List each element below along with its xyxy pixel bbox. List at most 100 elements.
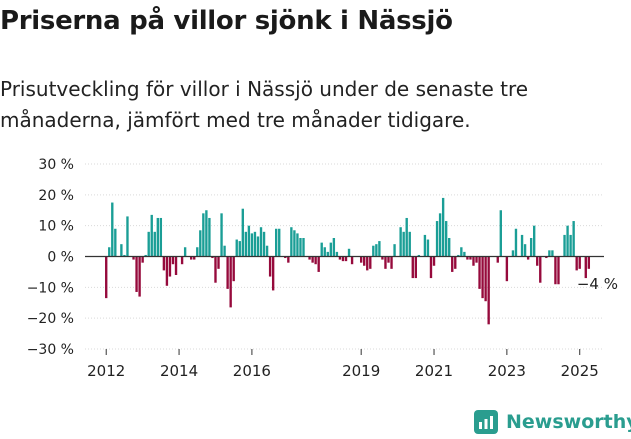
bar: [448, 238, 451, 257]
bar: [575, 256, 578, 271]
bar: [369, 256, 372, 269]
y-tick-label: 20 %: [38, 188, 74, 204]
bar: [165, 256, 169, 286]
bar: [454, 256, 457, 269]
bar: [211, 256, 214, 259]
bar: [159, 217, 163, 257]
bar: [569, 234, 572, 257]
bar: [563, 234, 566, 257]
bar: [384, 256, 387, 269]
bar: [341, 256, 345, 262]
bar: [444, 221, 448, 257]
bar: [363, 256, 366, 266]
last-value-label: −4 %: [577, 275, 618, 293]
bar: [247, 225, 251, 257]
bar: [190, 256, 193, 260]
bar: [344, 256, 348, 262]
bar: [402, 231, 405, 257]
bar: [138, 256, 141, 297]
bar: [183, 247, 187, 257]
bar: [511, 250, 515, 257]
bar: [147, 231, 150, 257]
bar: [478, 256, 481, 289]
bar: [578, 256, 581, 269]
bar: [533, 225, 536, 257]
bar: [120, 244, 123, 257]
bar: [347, 248, 351, 257]
y-tick-label: −10 %: [27, 280, 74, 296]
bar: [469, 256, 472, 260]
bar: [551, 250, 554, 257]
bar: [132, 256, 135, 260]
bar: [262, 231, 266, 257]
bar: [523, 244, 527, 257]
bar: [359, 256, 363, 263]
bar: [311, 256, 314, 263]
bar: [387, 256, 390, 263]
bar: [332, 238, 336, 257]
bar: [529, 238, 533, 257]
bar: [314, 256, 317, 265]
bar: [226, 256, 229, 289]
bar: [275, 228, 278, 257]
bar: [584, 256, 587, 279]
bar: [238, 241, 241, 257]
bar: [460, 247, 463, 257]
x-tick-label: 2012: [87, 362, 125, 380]
bar: [256, 236, 260, 257]
bar: [350, 256, 354, 265]
bar: [202, 213, 205, 257]
bar: [235, 239, 238, 257]
x-tick-label: 2025: [561, 362, 599, 380]
bar: [539, 256, 542, 283]
bar: [429, 256, 433, 279]
bar: [390, 256, 393, 269]
bar: [232, 256, 235, 282]
x-tick-label: 2023: [488, 362, 526, 380]
bar: [381, 256, 384, 260]
bar: [271, 256, 275, 291]
bar: [457, 254, 460, 257]
bar: [108, 247, 111, 257]
bar: [393, 244, 396, 257]
y-tick-label: −30 %: [27, 342, 74, 358]
bar: [317, 256, 320, 272]
bar: [105, 256, 108, 299]
bar: [290, 227, 293, 257]
bar: [153, 231, 156, 257]
bar: [284, 256, 287, 259]
bar: [199, 230, 202, 257]
chart-subtitle: Prisutveckling för villor i Nässjö under…: [0, 77, 529, 132]
bar: [174, 256, 178, 275]
y-tick-label: −20 %: [27, 311, 74, 327]
bar: [162, 256, 166, 271]
bar: [566, 225, 569, 257]
bar: [372, 245, 375, 257]
bar: [520, 234, 524, 257]
bar: [265, 245, 269, 257]
bar: [293, 230, 296, 257]
bar: [278, 228, 281, 257]
bar: [499, 210, 502, 257]
bar: [205, 210, 208, 257]
newsworthy-logo: Newsworthy: [474, 407, 631, 437]
bar: [378, 241, 381, 257]
bar: [168, 256, 172, 277]
bar: [253, 231, 257, 257]
bar: [526, 256, 530, 260]
bar: [150, 214, 153, 257]
bar: [375, 244, 378, 257]
bar: [180, 256, 184, 265]
bar: [366, 256, 369, 271]
bar: [472, 256, 475, 266]
bar: [135, 256, 138, 292]
bar: [141, 256, 144, 263]
chart-title: Priserna på villor sjönk i Nässjö: [0, 6, 453, 36]
bar: [214, 256, 217, 283]
bar: [505, 256, 509, 282]
newsworthy-logo-icon: [474, 410, 498, 434]
bar: [484, 256, 487, 302]
bar: [114, 228, 117, 257]
x-tick-label: 2016: [233, 362, 271, 380]
